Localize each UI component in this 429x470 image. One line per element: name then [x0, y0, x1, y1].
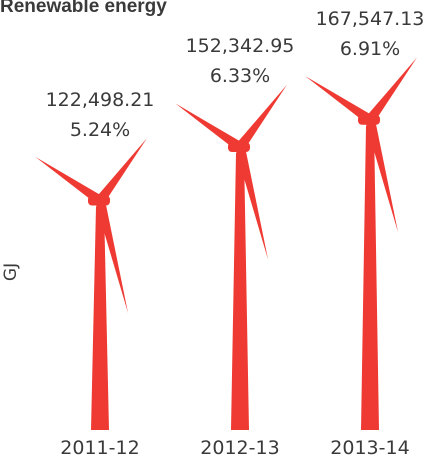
turbine-blade — [236, 84, 287, 151]
turbine-blade — [95, 199, 129, 314]
turbine-blade — [96, 138, 147, 204]
data-value-label: 122,498.21 — [45, 88, 155, 111]
data-value-label: 167,547.13 — [315, 7, 425, 30]
turbine-2011-12 — [35, 138, 147, 430]
turbine-hub — [235, 142, 245, 153]
data-percentage-label: 5.24% — [69, 118, 131, 141]
x-tick-label: 2012-13 — [200, 437, 280, 459]
turbine-tower — [361, 125, 379, 431]
x-tick-label: 2013-14 — [330, 437, 410, 459]
turbine-blade — [365, 118, 399, 233]
data-percentage-label: 6.91% — [339, 37, 401, 60]
turbine-tower — [91, 206, 109, 430]
turbine-blade — [235, 145, 269, 260]
x-tick-label: 2011-12 — [60, 437, 140, 459]
chart-title: Renewable energy — [0, 0, 167, 17]
turbine-hub — [365, 114, 375, 125]
data-value-label: 152,342.95 — [185, 35, 295, 58]
turbine-blade — [366, 57, 417, 123]
turbine-blade — [35, 156, 103, 205]
turbine-2013-14 — [305, 57, 417, 431]
data-percentage-label: 6.33% — [209, 65, 271, 88]
turbine-tower — [231, 153, 249, 430]
turbine-hub — [95, 195, 105, 206]
turbine-blade — [305, 76, 373, 124]
turbine-blade — [175, 103, 243, 152]
turbine-2012-13 — [175, 84, 287, 430]
